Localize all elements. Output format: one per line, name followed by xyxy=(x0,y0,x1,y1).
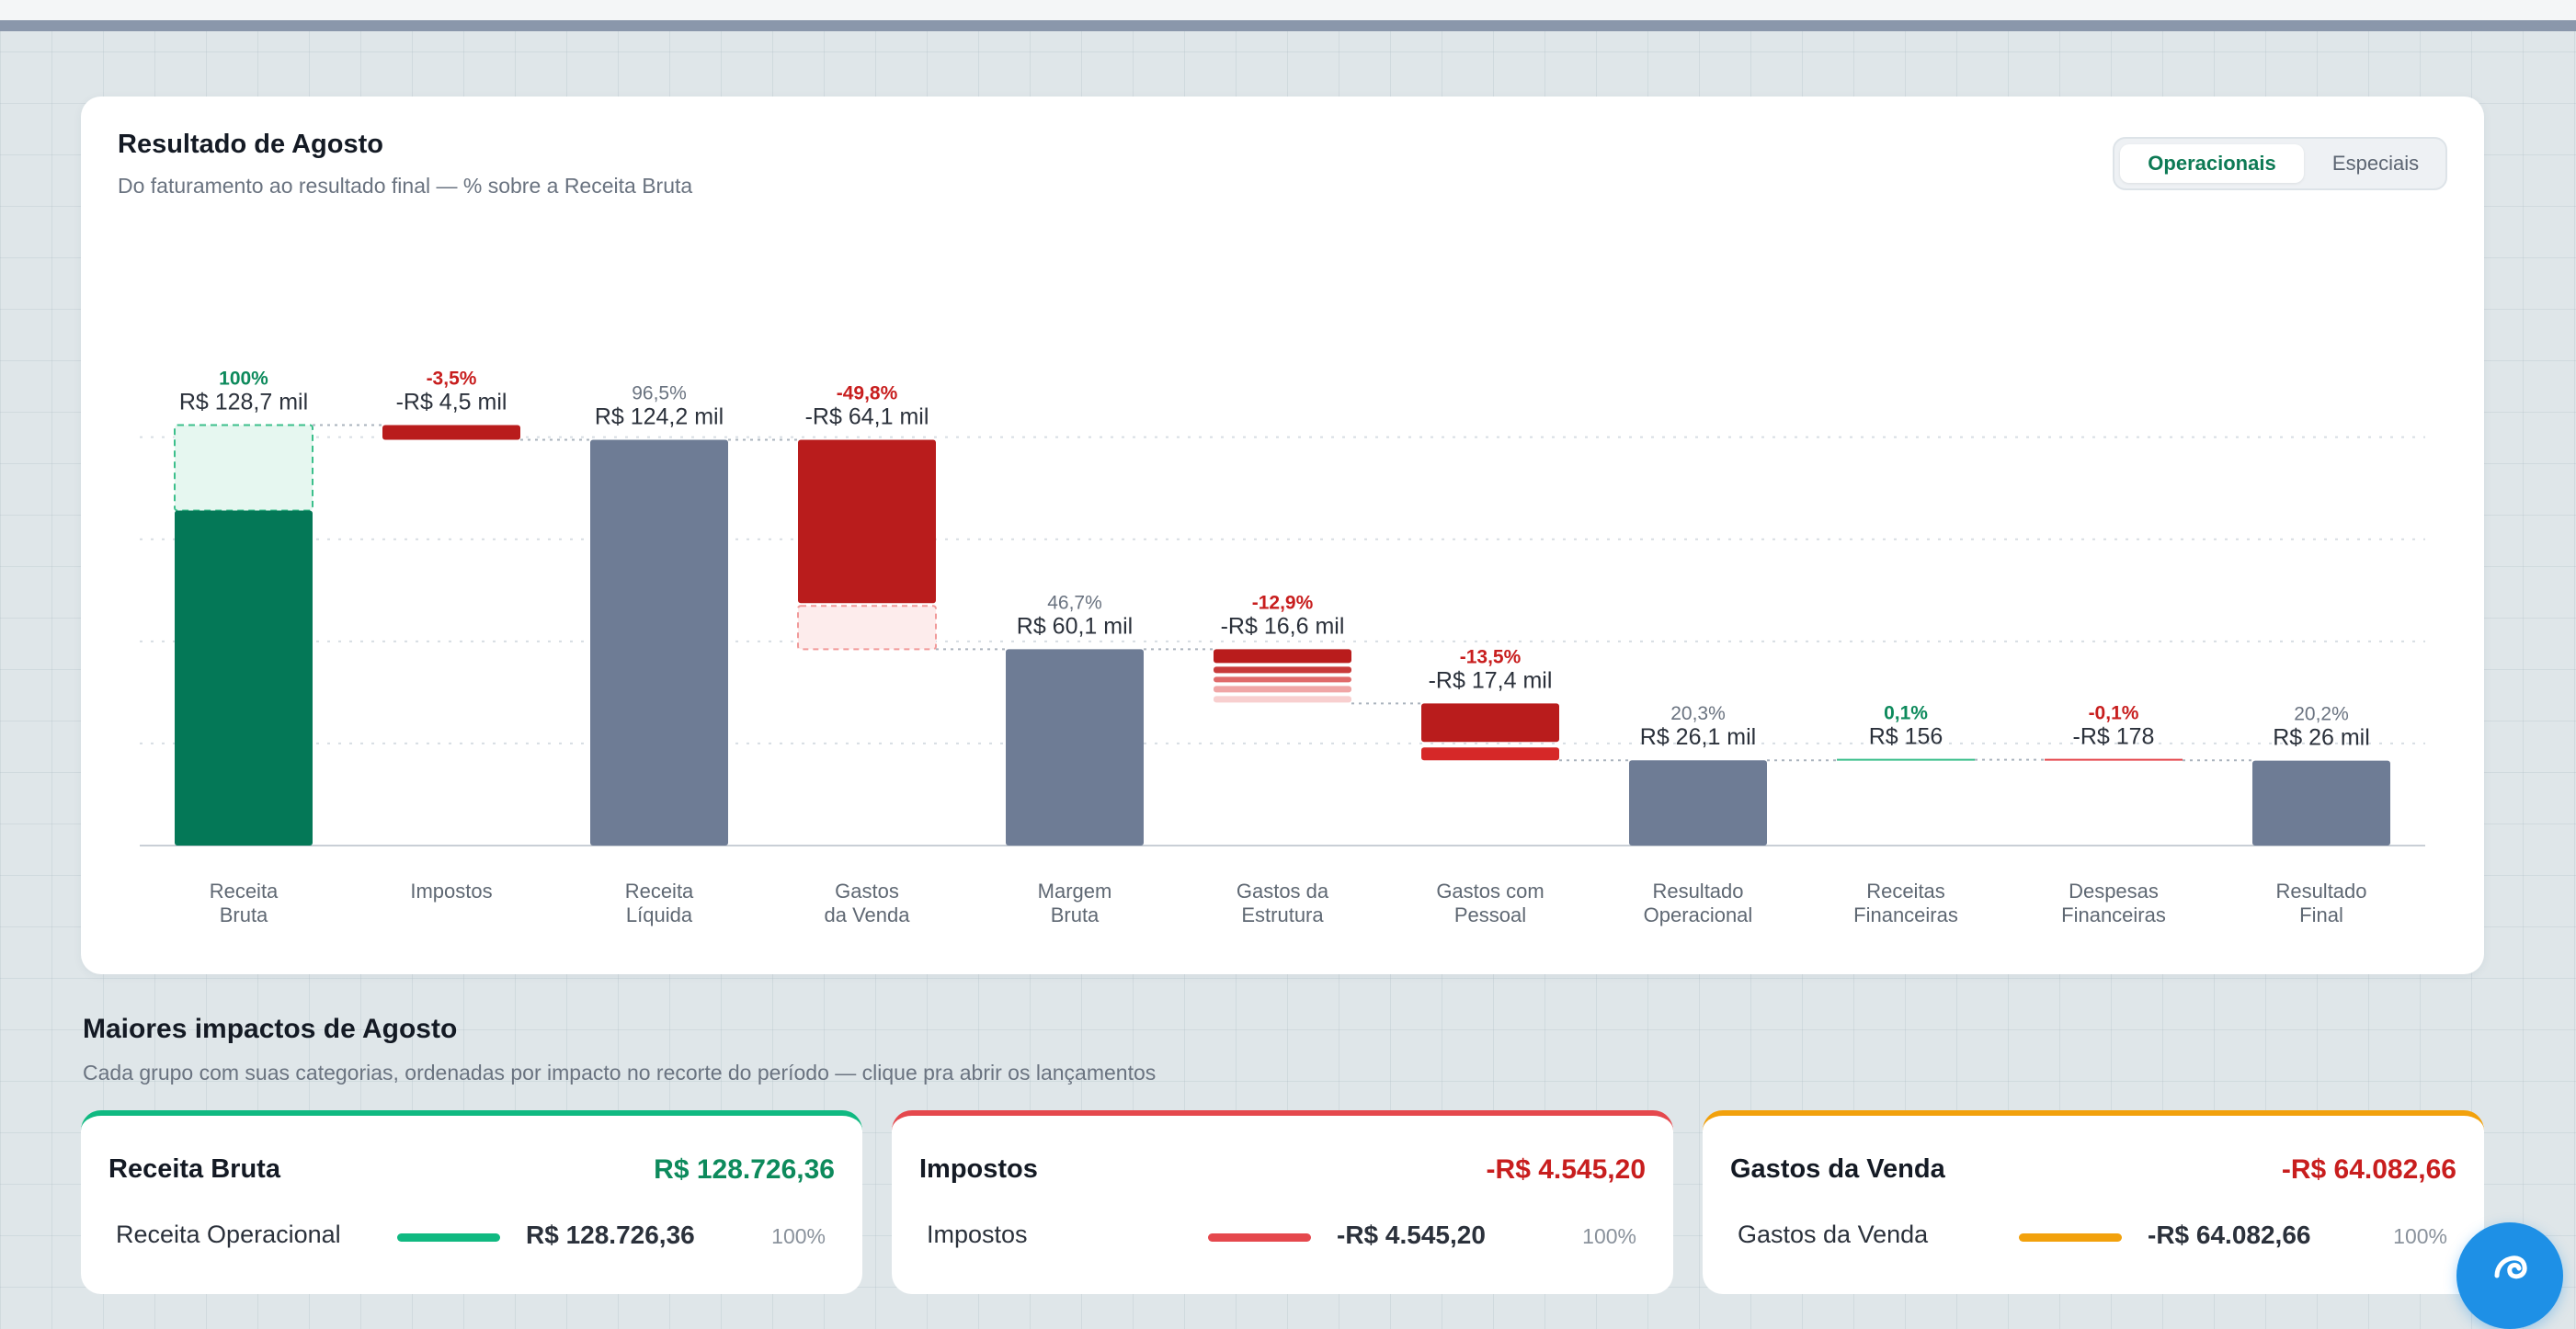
assistant-icon xyxy=(2494,1255,2527,1279)
value-label-impostos: -R$ 4,5 mil xyxy=(396,389,507,415)
category-label-resultado-operacional: Resultado xyxy=(1652,880,1743,903)
category-label-receitas-financeiras: Receitas xyxy=(1866,880,1945,903)
pct-label-receita-bruta: 100% xyxy=(219,368,268,389)
category-label-resultado-operacional: Operacional xyxy=(1644,903,1753,926)
impact-row-value: R$ 128.726,36 xyxy=(526,1221,695,1249)
impact-row-label[interactable]: Gastos da Venda xyxy=(1738,1221,1929,1248)
category-label-despesas-financeiras: Despesas xyxy=(2069,880,2159,903)
category-label-receitas-financeiras: Financeiras xyxy=(1853,903,1958,926)
category-label-gastos-da-estrutura: Estrutura xyxy=(1241,903,1324,926)
impact-card-receita-bruta[interactable]: Receita Bruta R$ 128.726,36 Receita Oper… xyxy=(81,1110,862,1294)
category-label-receita-bruta: Bruta xyxy=(220,903,268,926)
bar-segment-gastos-da-estrutura xyxy=(1214,666,1351,674)
category-label-gastos-com-pessoal: Pessoal xyxy=(1454,903,1526,926)
category-label-receita-bruta: Receita xyxy=(210,880,279,903)
category-label-gastos-com-pessoal: Gastos com xyxy=(1436,880,1544,903)
pct-label-despesas-financeiras: -0,1% xyxy=(2089,703,2139,724)
bar-impostos xyxy=(382,425,520,440)
impact-row-bar xyxy=(1208,1233,1311,1242)
pct-label-resultado-operacional: 20,3% xyxy=(1670,703,1726,724)
bar-gastos-com-pessoal xyxy=(1421,703,1559,743)
impact-row-bar xyxy=(2019,1233,2122,1242)
chart-card-subtitle: Do faturamento ao resultado final — % so… xyxy=(118,174,693,198)
impact-card-title: Impostos xyxy=(919,1154,1038,1184)
bar-segment-gastos-com-pessoal xyxy=(1421,747,1559,761)
category-label-receita-liquida: Receita xyxy=(625,880,694,903)
category-label-resultado-final: Resultado xyxy=(2275,880,2366,903)
bar-receita-liquida xyxy=(590,439,728,846)
impact-card-title: Receita Bruta xyxy=(108,1154,280,1184)
value-label-despesas-financeiras: -R$ 178 xyxy=(2073,724,2155,750)
pct-label-gastos-com-pessoal: -13,5% xyxy=(1460,646,1522,667)
pct-label-impostos: -3,5% xyxy=(427,368,477,389)
impact-card-impostos[interactable]: Impostos -R$ 4.545,20 Impostos -R$ 4.545… xyxy=(892,1110,1673,1294)
bar-resultado-operacional xyxy=(1629,760,1767,846)
impact-row-pct: 100% xyxy=(771,1224,826,1248)
impact-row-pct: 100% xyxy=(1582,1224,1636,1248)
impact-card-gastos-da-venda[interactable]: Gastos da Venda -R$ 64.082,66 Gastos da … xyxy=(1703,1110,2484,1294)
top-bar xyxy=(0,0,2576,20)
bar-margem-bruta xyxy=(1006,649,1144,846)
impacts-section-subtitle: Cada grupo com suas categorias, ordenada… xyxy=(83,1061,1157,1085)
value-label-receita-liquida: R$ 124,2 mil xyxy=(595,403,724,429)
result-chart-card: Resultado de Agosto Do faturamento ao re… xyxy=(81,97,2484,974)
bar-ghost-gastos-da-venda xyxy=(797,605,937,651)
category-label-impostos: Impostos xyxy=(410,880,492,903)
toggle-especiais[interactable]: Especiais xyxy=(2331,152,2420,175)
bar-resultado-final xyxy=(2252,760,2390,846)
chart-card-title: Resultado de Agosto xyxy=(118,130,383,159)
pct-label-gastos-da-venda: -49,8% xyxy=(837,382,898,403)
impact-row-label[interactable]: Impostos xyxy=(927,1221,1028,1248)
bar-segment-gastos-da-estrutura xyxy=(1214,696,1351,703)
bar-receita-bruta xyxy=(175,510,313,846)
impact-row-pct: 100% xyxy=(2393,1224,2447,1248)
bar-ghost-receita-bruta xyxy=(174,424,313,512)
bar-segment-gastos-da-estrutura xyxy=(1214,686,1351,693)
pct-label-receitas-financeiras: 0,1% xyxy=(1884,703,1928,724)
view-toggle: Operacionais Especiais xyxy=(2113,137,2447,190)
impact-row-bar xyxy=(397,1233,500,1242)
category-label-resultado-final: Final xyxy=(2299,903,2343,926)
value-label-resultado-operacional: R$ 26,1 mil xyxy=(1640,724,1756,750)
top-bar-divider xyxy=(0,20,2576,31)
impact-card-total: -R$ 64.082,66 xyxy=(2281,1154,2456,1185)
assistant-button[interactable] xyxy=(2456,1222,2563,1329)
impact-row-label[interactable]: Receita Operacional xyxy=(116,1221,341,1248)
impact-card-total: R$ 128.726,36 xyxy=(654,1154,835,1185)
category-label-margem-bruta: Bruta xyxy=(1051,903,1100,926)
toggle-operacionais[interactable]: Operacionais xyxy=(2120,144,2304,183)
value-label-gastos-da-estrutura: -R$ 16,6 mil xyxy=(1221,613,1345,639)
pct-label-receita-liquida: 96,5% xyxy=(632,382,687,403)
category-label-margem-bruta: Margem xyxy=(1038,880,1112,903)
category-label-gastos-da-venda: Gastos xyxy=(835,880,899,903)
category-label-receita-liquida: Líquida xyxy=(626,903,693,926)
value-label-gastos-com-pessoal: -R$ 17,4 mil xyxy=(1429,667,1553,693)
bar-segment-gastos-da-estrutura xyxy=(1214,649,1351,664)
impact-row-value: -R$ 64.082,66 xyxy=(2148,1221,2311,1249)
impact-card-total: -R$ 4.545,20 xyxy=(1486,1154,1646,1185)
bar-gastos-da-venda xyxy=(798,439,936,604)
pct-label-resultado-final: 20,2% xyxy=(2294,704,2349,725)
category-label-gastos-da-venda: da Venda xyxy=(825,903,911,926)
category-label-gastos-da-estrutura: Gastos da xyxy=(1237,880,1329,903)
value-label-gastos-da-venda: -R$ 64,1 mil xyxy=(805,403,929,429)
value-label-receita-bruta: R$ 128,7 mil xyxy=(179,389,308,415)
value-label-receitas-financeiras: R$ 156 xyxy=(1869,724,1943,750)
impact-row-value: -R$ 4.545,20 xyxy=(1337,1221,1486,1249)
category-label-despesas-financeiras: Financeiras xyxy=(2061,903,2166,926)
value-label-margem-bruta: R$ 60,1 mil xyxy=(1017,613,1133,639)
impacts-section-title: Maiores impactos de Agosto xyxy=(83,1014,458,1044)
value-label-resultado-final: R$ 26 mil xyxy=(2273,725,2370,751)
pct-label-margem-bruta: 46,7% xyxy=(1047,592,1102,613)
impact-card-title: Gastos da Venda xyxy=(1730,1154,1945,1184)
pct-label-gastos-da-estrutura: -12,9% xyxy=(1252,592,1314,613)
bar-segment-gastos-da-estrutura xyxy=(1214,676,1351,683)
